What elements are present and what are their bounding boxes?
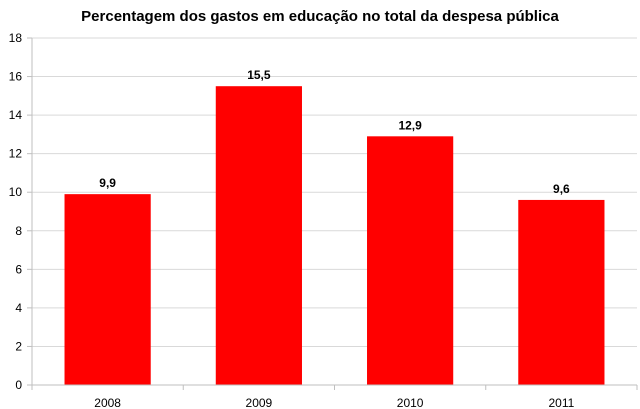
y-tick-label-12: 12 xyxy=(9,147,23,161)
y-axis-tick-labels: 0 2 4 6 8 10 12 14 16 18 xyxy=(9,31,23,392)
axes xyxy=(27,37,638,390)
y-tick-label-6: 6 xyxy=(15,262,22,276)
y-tick-label-16: 16 xyxy=(9,70,23,84)
x-tick-label-2009: 2009 xyxy=(246,396,273,409)
bar-2011 xyxy=(518,199,605,385)
bar-2010 xyxy=(367,136,454,385)
bar-2008 xyxy=(64,194,151,385)
data-label-2008: 9,9 xyxy=(99,176,116,190)
bar-2009 xyxy=(215,86,302,385)
y-tick-label-14: 14 xyxy=(9,108,23,122)
data-label-2010: 12,9 xyxy=(398,118,422,132)
data-label-2011: 9,6 xyxy=(553,182,570,196)
data-label-2009: 15,5 xyxy=(247,68,271,82)
y-tick-label-18: 18 xyxy=(9,31,23,45)
bars xyxy=(64,86,605,385)
x-tick-label-2008: 2008 xyxy=(94,396,121,409)
y-tick-label-10: 10 xyxy=(9,185,23,199)
data-labels: 9,9 15,5 12,9 9,6 xyxy=(99,68,570,196)
y-tick-label-0: 0 xyxy=(15,378,22,392)
x-tick-label-2011: 2011 xyxy=(548,396,574,409)
y-tick-label-2: 2 xyxy=(15,339,22,353)
x-axis-tick-labels: 2008 2009 2010 2011 xyxy=(94,396,574,409)
x-tick-label-2010: 2010 xyxy=(397,396,424,409)
y-tick-label-8: 8 xyxy=(15,224,22,238)
chart-title: Percentagem dos gastos em educação no to… xyxy=(81,8,559,25)
y-tick-label-4: 4 xyxy=(15,301,22,315)
